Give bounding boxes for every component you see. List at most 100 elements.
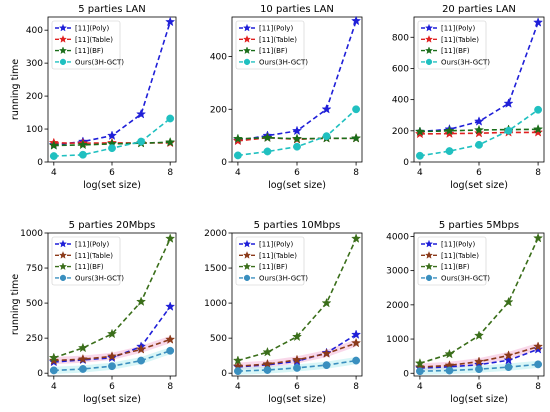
y-tick-label: 500 — [26, 299, 43, 309]
y-tick-label: 2000 — [204, 229, 227, 239]
x-tick-label: 4 — [51, 168, 57, 178]
legend-marker — [243, 274, 251, 282]
y-axis-label: running time — [10, 274, 21, 335]
legend-marker — [242, 250, 252, 259]
data-point — [503, 350, 514, 360]
y-tick-label: 300 — [26, 59, 43, 69]
y-tick-label: 600 — [392, 64, 409, 74]
chart-title: 5 parties 5Mbps — [439, 220, 519, 231]
legend-box — [51, 20, 121, 70]
data-point — [165, 233, 176, 243]
legend: [11](Poly) [11](Table) [11](BF) Ours(3H-GCT… — [51, 20, 124, 70]
data-point — [49, 366, 58, 375]
legend-marker — [242, 239, 252, 248]
legend-label: [11](Poly) — [441, 241, 475, 249]
data-point — [233, 151, 242, 160]
data-point — [136, 108, 147, 119]
chart-panel-6: 5 parties 5Mbps 4 6 8 0 1000 2000 3000 4000 log(s… — [386, 220, 545, 405]
y-tick-label: 750 — [26, 264, 43, 274]
data-point — [166, 114, 175, 123]
data-point — [165, 301, 176, 311]
y-tick-label: 0 — [403, 158, 409, 168]
data-point — [78, 365, 87, 373]
y-tick-label: 200 — [210, 105, 227, 115]
data-point — [414, 126, 425, 136]
data-point — [351, 329, 362, 339]
legend-label: Ours(3H-GCT) — [75, 274, 124, 282]
data-point — [108, 144, 116, 153]
y-tick-label: 0 — [37, 369, 43, 379]
data-point — [106, 130, 118, 140]
chart-title: 10 parties LAN — [260, 4, 334, 15]
data-point — [473, 116, 485, 126]
series-4 — [415, 360, 543, 376]
x-axis-label: log(set size) — [83, 394, 141, 405]
series-4 — [49, 346, 175, 375]
y-axis-label: running time — [10, 59, 21, 120]
legend-label: Ours(3H-GCT) — [259, 58, 308, 66]
legend: [11](Poly) [11](Table) [11](BF) Ours(3H-GCT… — [235, 20, 308, 70]
legend: [11](Poly) [11](Table) [11](BF) Ours(3H-GCT… — [235, 236, 308, 286]
data-point — [232, 355, 243, 365]
legend-marker — [58, 34, 68, 43]
legend-marker — [425, 58, 433, 66]
legend-label: [11](Poly) — [75, 25, 109, 33]
data-point — [504, 126, 513, 135]
x-tick-label: 6 — [294, 382, 300, 392]
data-point — [293, 364, 301, 372]
chart-panel-5: 5 parties 10Mbps 4 6 8 0 500 1000 1500 2000 log(s… — [204, 220, 363, 405]
series-2 — [48, 334, 176, 365]
legend-label: [11](Table) — [441, 36, 479, 44]
x-axis-label: log(set size) — [268, 394, 326, 405]
data-point — [321, 103, 332, 114]
legend-marker — [425, 274, 433, 282]
data-point — [165, 16, 176, 27]
data-point — [321, 348, 332, 358]
series-4 — [233, 105, 361, 160]
data-point — [351, 15, 362, 26]
x-tick-label: 8 — [353, 382, 359, 392]
x-tick-label: 6 — [476, 382, 482, 392]
legend-label: [11](BF) — [441, 263, 470, 271]
x-tick-label: 8 — [535, 168, 541, 178]
series-line — [53, 238, 171, 359]
y-tick-label: 4000 — [386, 232, 409, 242]
series-2 — [414, 341, 544, 372]
y-tick-label: 1000 — [20, 229, 43, 239]
legend-label: [11](Table) — [441, 252, 479, 260]
data-point — [165, 334, 176, 344]
data-point — [504, 363, 513, 372]
data-point — [48, 352, 59, 363]
data-point — [475, 365, 483, 374]
y-tick-label: 0 — [37, 158, 43, 168]
x-tick-label: 4 — [235, 168, 241, 178]
data-point — [533, 341, 544, 351]
legend-marker — [242, 46, 252, 55]
data-point — [415, 151, 424, 160]
y-tick-label: 200 — [392, 127, 409, 137]
x-tick-label: 6 — [109, 168, 115, 178]
data-point — [414, 358, 425, 368]
y-tick-label: 500 — [210, 334, 227, 344]
series-3 — [414, 123, 544, 136]
legend-label: [11](Table) — [75, 252, 113, 260]
series-3 — [48, 233, 176, 363]
chart-panel-3: 20 parties LAN 4 6 8 0 200 400 600 800 log(set si… — [392, 4, 545, 191]
data-point — [533, 17, 544, 27]
x-tick-label: 4 — [417, 168, 423, 178]
legend-marker — [424, 250, 434, 259]
x-axis-label: log(set size) — [83, 180, 141, 191]
data-point — [291, 331, 303, 342]
legend-marker — [58, 46, 68, 55]
legend-marker — [242, 23, 252, 32]
legend-marker — [424, 23, 434, 32]
chart-title: 20 parties LAN — [442, 4, 516, 15]
x-tick-label: 8 — [353, 168, 359, 178]
legend-label: [11](Poly) — [259, 25, 293, 33]
data-point — [322, 132, 331, 141]
series-3 — [414, 232, 544, 368]
series-3 — [232, 233, 362, 365]
x-tick-label: 4 — [235, 382, 241, 392]
data-point — [263, 147, 272, 156]
